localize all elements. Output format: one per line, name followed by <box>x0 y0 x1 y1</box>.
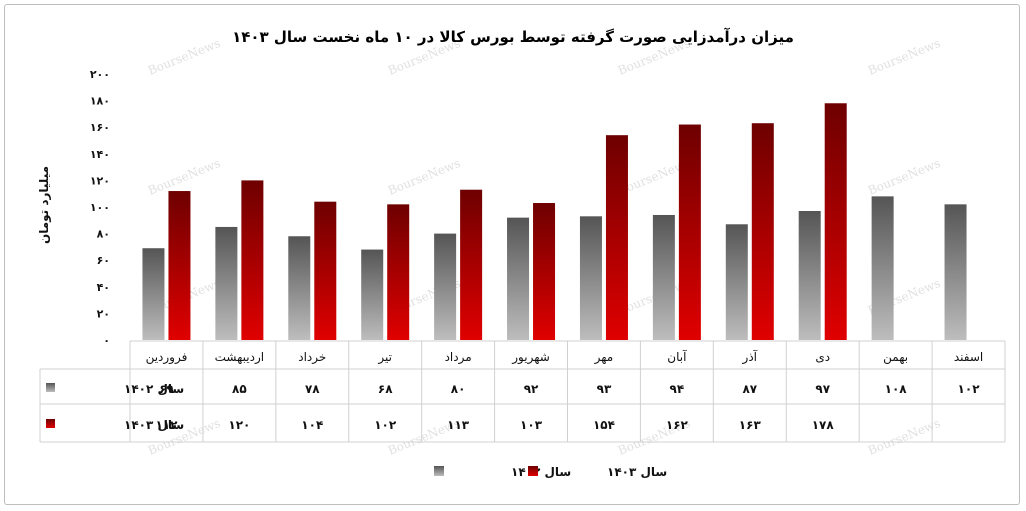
bar-1402 <box>798 210 821 340</box>
value-1403: ۱۵۴ <box>593 418 615 432</box>
category-label: بهمن <box>883 350 908 365</box>
bar-1402 <box>215 226 238 340</box>
bar-1402 <box>361 249 384 340</box>
value-1402: ۶۸ <box>378 382 393 396</box>
value-1402: ۱۰۸ <box>885 382 908 396</box>
value-1403: ۱۶۳ <box>739 418 762 432</box>
bar-1403 <box>387 204 410 340</box>
value-1402: ۹۴ <box>670 382 685 396</box>
legend-key-1402 <box>434 466 444 476</box>
y-axis-title: میلیارد تومان <box>37 166 52 244</box>
value-1403: ۱۰۴ <box>301 418 323 432</box>
bar-1403 <box>678 124 701 340</box>
row-legend-key <box>46 419 55 428</box>
value-1402: ۸۰ <box>451 382 466 396</box>
category-label: مهر <box>594 350 614 365</box>
value-1403: ۱۱۲ <box>155 418 178 432</box>
y-tick-label: ۲۰ <box>97 307 110 320</box>
value-1403: ۱۷۸ <box>812 418 835 432</box>
y-tick-label: ۱۰۰ <box>90 201 110 214</box>
bar-1402 <box>944 204 967 340</box>
bar-1402 <box>288 236 311 340</box>
bar-1403 <box>168 191 191 340</box>
value-1403: ۱۰۲ <box>374 418 397 432</box>
bar-1402 <box>434 233 457 340</box>
bar-1403 <box>605 135 628 340</box>
legend-key-1403 <box>528 466 538 476</box>
y-tick-label: ۸۰ <box>97 228 110 241</box>
bar-1403 <box>241 180 264 340</box>
bar-1403 <box>824 103 847 340</box>
category-label: خرداد <box>298 350 326 365</box>
value-1402: ۷۸ <box>305 382 320 396</box>
value-1402: ۹۳ <box>597 382 612 396</box>
category-label: مرداد <box>445 350 472 365</box>
bar-1402 <box>579 216 602 340</box>
category-label: آذر <box>742 349 758 365</box>
watermark-text: BourseNews <box>386 156 462 198</box>
y-tick-label: ۱۶۰ <box>90 121 110 134</box>
y-tick-label: ۰ <box>103 334 110 347</box>
y-tick-label: ۱۲۰ <box>90 174 110 187</box>
category-label: فروردین <box>146 350 188 365</box>
y-tick-label: ۱۴۰ <box>90 148 110 161</box>
bar-1403 <box>751 123 774 341</box>
value-1403: ۱۰۳ <box>520 418 543 432</box>
legend-label-1403: سال ۱۴۰۳ <box>607 465 667 479</box>
bar-1402 <box>652 214 675 340</box>
row-series-label: سال ۱۴۰۳ <box>124 418 184 432</box>
legend-label-1402: سال ۱۴۰۲ <box>511 465 571 479</box>
category-label: تیر <box>377 350 392 365</box>
value-1402: ۹۲ <box>524 382 539 396</box>
value-1403: ۱۲۰ <box>228 418 250 432</box>
value-1402: ۸۷ <box>742 382 757 396</box>
bar-1402 <box>871 196 894 340</box>
bar-1402 <box>507 217 530 340</box>
value-1402: ۸۵ <box>232 382 247 396</box>
watermark-text: BourseNews <box>146 36 222 78</box>
category-label: آبان <box>667 349 687 364</box>
row-series-label: سال ۱۴۰۲ <box>124 382 184 396</box>
category-label: دی <box>815 350 830 364</box>
value-1402: ۹۷ <box>815 382 830 396</box>
value-1403: ۱۱۳ <box>447 418 470 432</box>
bar-1403 <box>533 203 556 340</box>
y-tick-label: ۲۰۰ <box>90 68 110 81</box>
bar-1402 <box>142 248 165 340</box>
bar-1403 <box>460 189 483 340</box>
bar-1402 <box>725 224 748 340</box>
bar-1403 <box>314 201 337 340</box>
category-label: شهریور <box>511 350 550 365</box>
y-tick-label: ۱۸۰ <box>90 95 110 108</box>
watermark-text: BourseNews <box>866 416 942 458</box>
chart-title: میزان درآمدزایی صورت گرفته توسط بورس کال… <box>232 28 794 46</box>
value-1403: ۱۶۲ <box>666 418 689 432</box>
y-tick-label: ۶۰ <box>97 254 110 267</box>
y-tick-label: ۴۰ <box>97 281 110 294</box>
watermark-text: BourseNews <box>866 156 942 198</box>
row-legend-key <box>46 383 55 392</box>
watermark-text: BourseNews <box>866 36 942 78</box>
category-label: اسفند <box>954 350 983 364</box>
value-1402: ۶۹ <box>159 382 174 396</box>
value-1402: ۱۰۲ <box>958 382 981 396</box>
category-label: اردیبهشت <box>215 350 264 365</box>
